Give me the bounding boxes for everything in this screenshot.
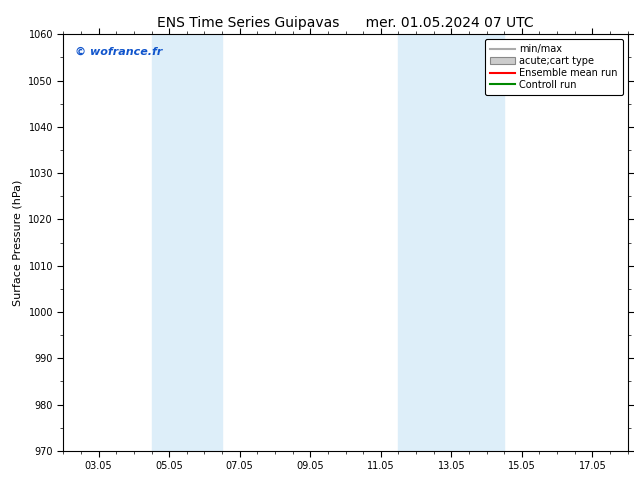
Text: © wofrance.fr: © wofrance.fr — [75, 47, 162, 57]
Title: ENS Time Series Guipavas      mer. 01.05.2024 07 UTC: ENS Time Series Guipavas mer. 01.05.2024… — [157, 16, 534, 30]
Bar — [398, 34, 469, 451]
Legend: min/max, acute;cart type, Ensemble mean run, Controll run: min/max, acute;cart type, Ensemble mean … — [486, 39, 623, 95]
Bar — [152, 34, 222, 451]
Bar — [469, 34, 504, 451]
Y-axis label: Surface Pressure (hPa): Surface Pressure (hPa) — [13, 179, 23, 306]
